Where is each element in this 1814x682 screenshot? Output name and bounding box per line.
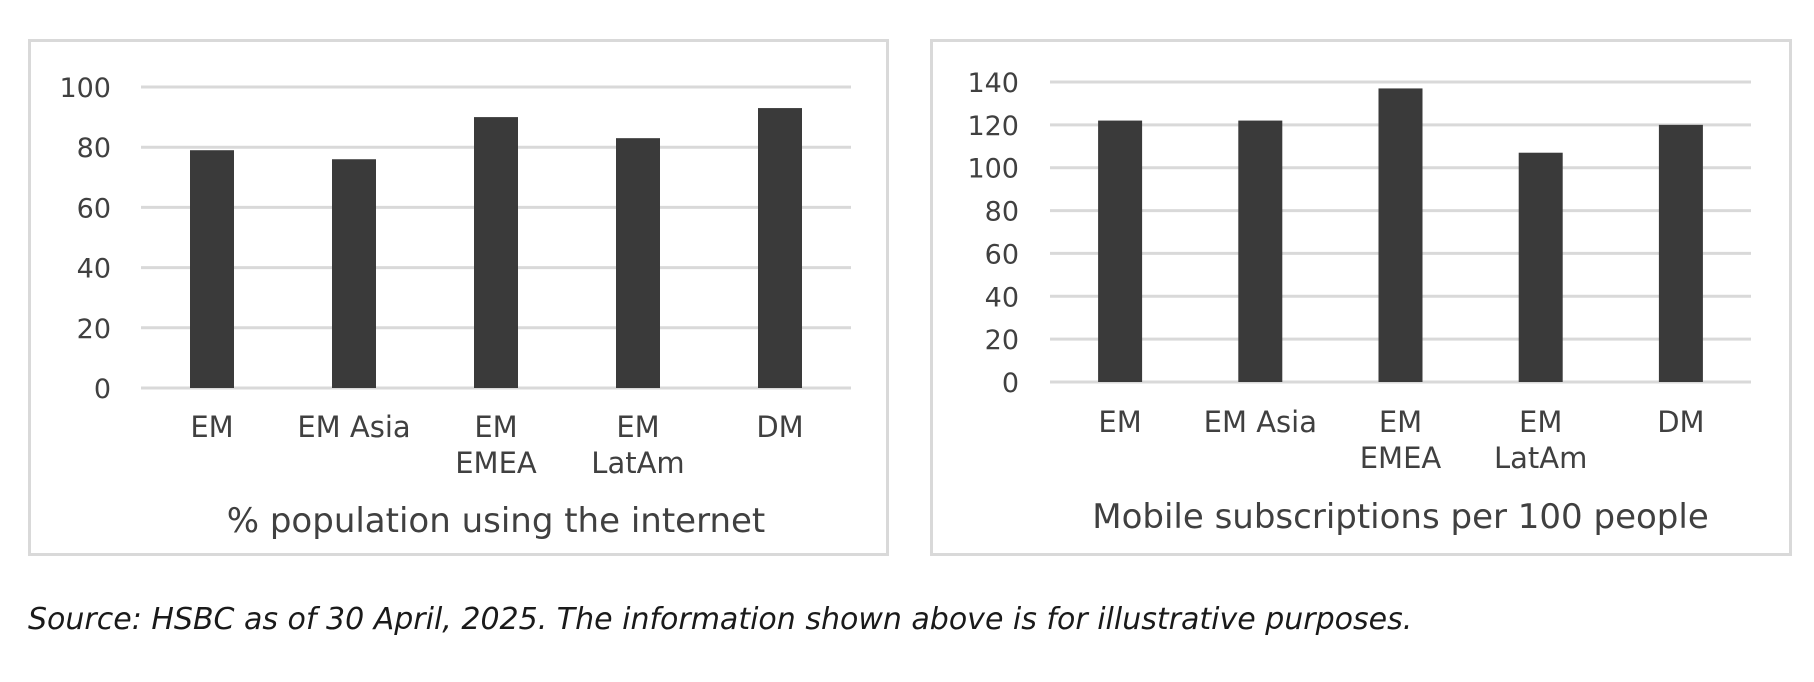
internet-y-tick-label: 100 [59,73,111,104]
mobile-category-label: EM LatAm [1494,405,1587,475]
mobile-y-tick-label: 20 [985,325,1019,356]
internet-category-label: DM [756,410,803,444]
mobile-y-tick-label: 40 [985,282,1019,313]
mobile-category-label: DM [1657,405,1704,439]
internet-category-label: EM EMEA [455,410,537,480]
mobile-y-tick-label: 0 [1002,368,1019,399]
internet-category-label: EM LatAm [591,410,684,480]
mobile-y-tick-label: 60 [985,239,1019,270]
mobile-y-tick-label: 120 [967,111,1019,142]
internet-y-tick-label: 40 [77,254,111,285]
mobile-y-tick-label: 80 [985,197,1019,228]
internet-y-tick-label: 80 [77,133,111,164]
internet-y-tick-label: 60 [77,193,111,224]
internet-bar-2 [332,159,376,388]
internet-category-label: EM Asia [297,410,410,444]
mobile-subscriptions-chart: 0 20 40 60 80 100 120 140 EM EM Asia EM EMEA EM LatAm… [930,39,1792,556]
mobile-bar-3 [1378,88,1423,382]
internet-bar-5 [758,108,802,388]
internet-category-label: EM [190,410,233,444]
internet-usage-chart: 0 20 40 60 80 100 EM EM Asia EM EMEA EM LatAm DM % po… [28,39,889,556]
internet-usage-chart-svg: 0 20 40 60 80 100 EM EM Asia EM EMEA EM LatAm DM % po… [59,73,851,541]
mobile-bar-2 [1238,120,1283,383]
mobile-x-axis-label: Mobile subscriptions per 100 people [1092,497,1708,537]
mobile-category-label: EM EMEA [1360,405,1442,475]
mobile-bar-5 [1658,124,1703,382]
internet-bar-3 [474,117,518,388]
mobile-bar-1 [1098,120,1143,383]
mobile-subscriptions-chart-svg: 0 20 40 60 80 100 120 140 EM EM Asia EM EMEA EM LatAm… [967,68,1751,537]
mobile-y-tick-label: 100 [967,154,1019,185]
internet-y-tick-label: 0 [94,374,111,405]
internet-bar-1 [190,150,234,388]
source-note: Source: HSBC as of 30 April, 2025. The i… [28,602,1413,637]
internet-y-tick-label: 20 [77,314,111,345]
internet-bar-4 [616,138,660,388]
mobile-y-tick-label: 140 [967,68,1019,99]
mobile-bar-4 [1518,152,1563,382]
mobile-category-label: EM Asia [1204,405,1317,439]
internet-x-axis-label: % population using the internet [227,501,766,541]
mobile-category-label: EM [1098,405,1141,439]
